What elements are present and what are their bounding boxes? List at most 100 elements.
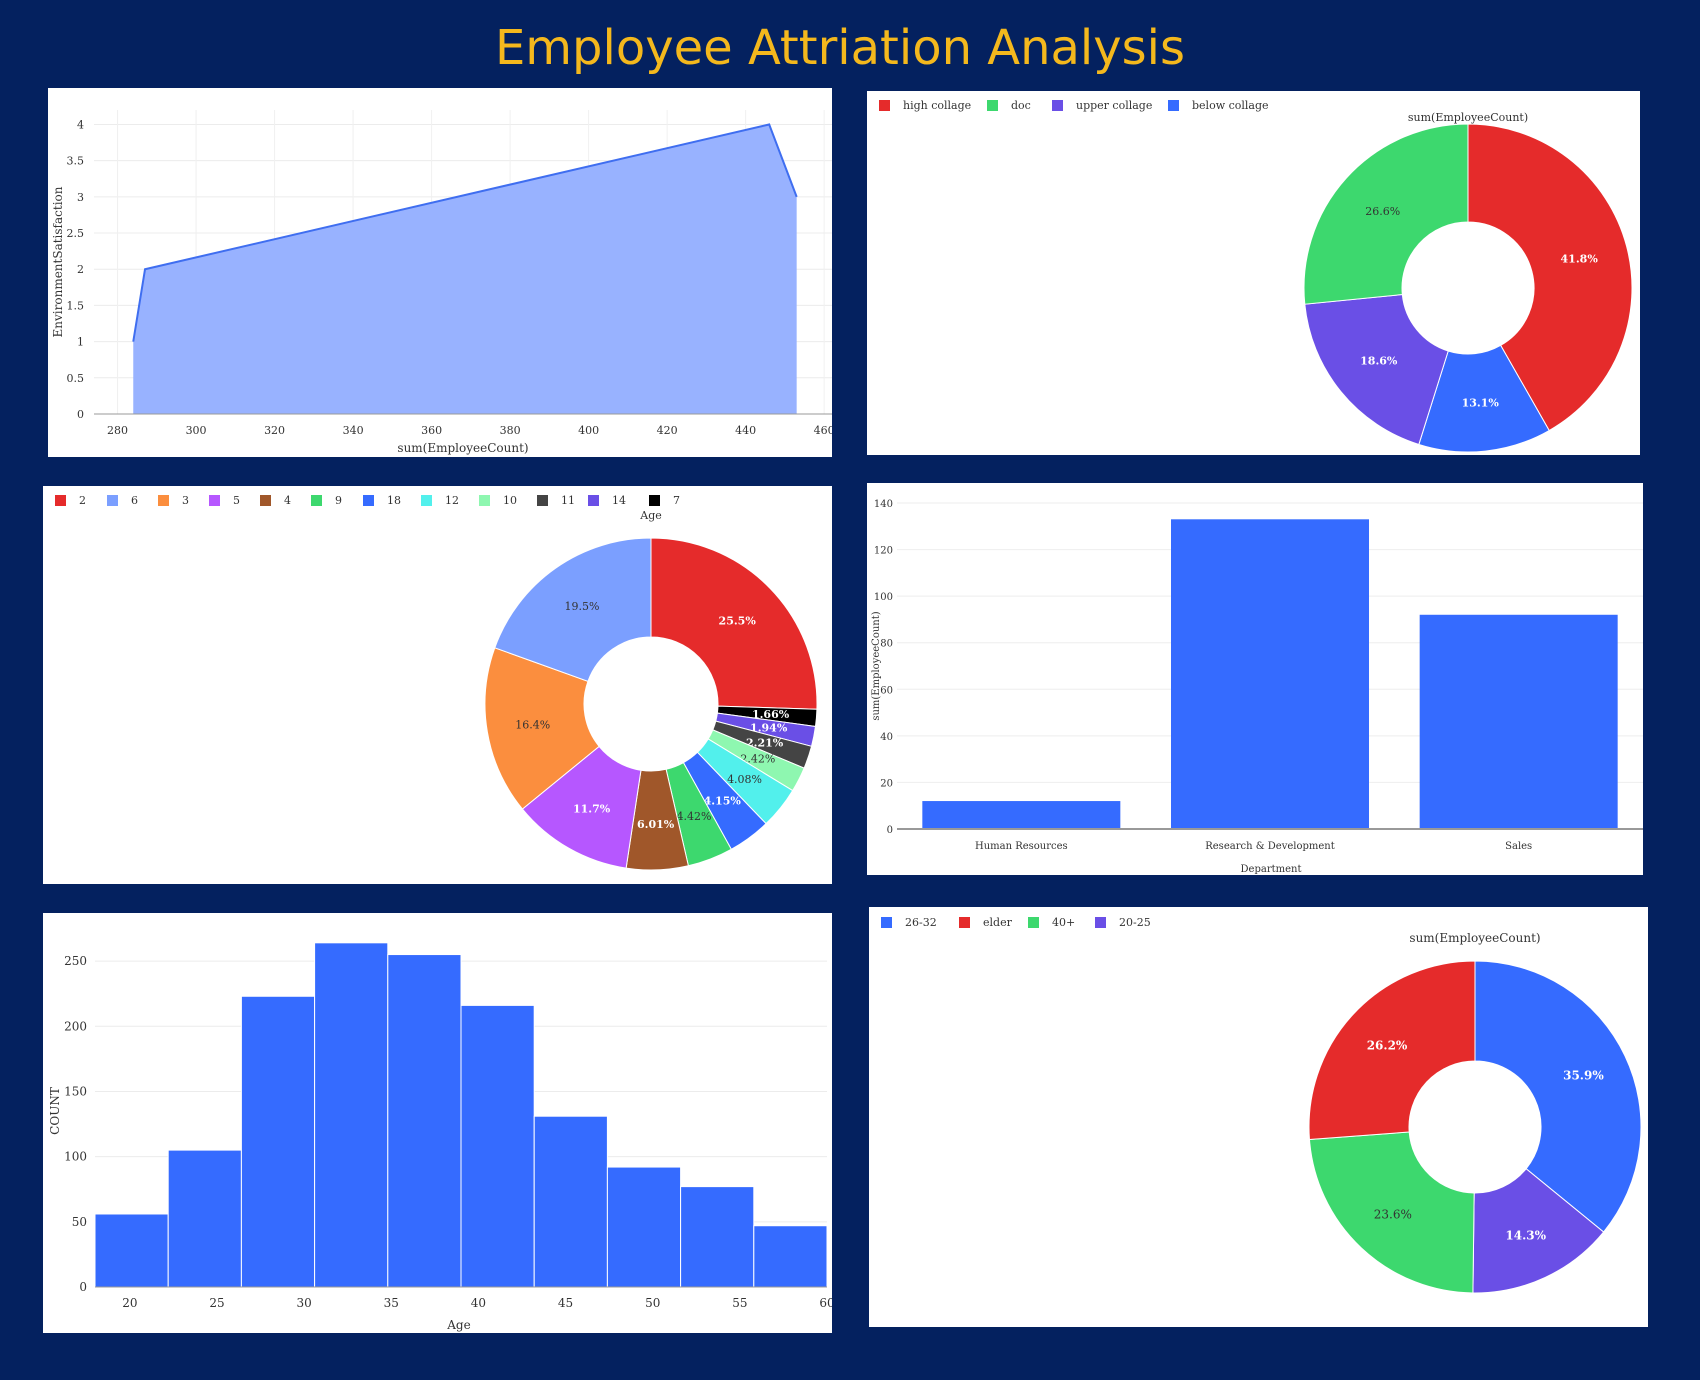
legend-swatch <box>158 495 169 506</box>
donut-title: sum(EmployeeCount) <box>1409 931 1540 945</box>
x-tick-label: 340 <box>343 424 364 437</box>
slice-label: 11.7% <box>573 802 611 815</box>
y-tick-label: 50 <box>72 1215 87 1229</box>
legend-swatch <box>363 495 374 506</box>
x-tick-label: 300 <box>186 424 207 437</box>
slice-label: 41.8% <box>1561 253 1599 266</box>
legend-swatch <box>987 100 998 111</box>
y-tick-label: 200 <box>64 1019 87 1033</box>
x-tick-label: 400 <box>578 424 599 437</box>
y-tick-label: 0.5 <box>67 372 85 385</box>
y-tick-label: 100 <box>64 1150 87 1164</box>
y-tick-label: 2 <box>77 263 84 276</box>
legend-swatch <box>959 917 970 928</box>
donut-title: Age <box>639 509 662 522</box>
legend-label: 5 <box>233 494 240 507</box>
histogram-bar <box>681 1187 754 1287</box>
legend-label: 40+ <box>1052 916 1075 929</box>
department-bar-chart: 0 20 40 60 80 100 120 140 Human Resources Researc… <box>867 483 1643 875</box>
y-axis-label: COUNT <box>48 1087 62 1135</box>
histogram-bar <box>461 1005 534 1287</box>
legend-swatch <box>1095 917 1106 928</box>
legend-label: 7 <box>673 494 680 507</box>
legend-swatch <box>311 495 322 506</box>
legend-swatch <box>107 495 118 506</box>
slice-label: 4.42% <box>676 810 711 823</box>
legend-label: doc <box>1011 99 1031 112</box>
histogram-bar <box>315 943 388 1287</box>
legend-label: 18 <box>387 494 401 507</box>
y-axis-label: sum(EmployeeCount) <box>871 611 882 720</box>
slice-label: 4.15% <box>704 795 742 808</box>
slice-label: 6.01% <box>637 818 675 831</box>
histogram-bar <box>388 955 461 1287</box>
slice-label: 26.6% <box>1365 205 1400 218</box>
legend-swatch <box>209 495 220 506</box>
y-tick-label: 40 <box>880 732 893 743</box>
y-tick-label: 0 <box>79 1280 87 1294</box>
slice-label: 19.5% <box>565 600 600 613</box>
legend-label: 20-25 <box>1119 916 1151 929</box>
x-axis-label: Department <box>1241 864 1302 875</box>
bar <box>1420 615 1618 829</box>
histogram-bar <box>607 1167 680 1287</box>
slice-label: 18.6% <box>1360 355 1398 368</box>
x-tick-label: 30 <box>297 1296 312 1310</box>
legend-label: high collage <box>903 99 971 112</box>
x-axis-label: sum(EmployeeCount) <box>397 441 528 455</box>
legend-label: 12 <box>445 494 459 507</box>
y-tick-label: 0 <box>887 825 893 836</box>
y-tick-label: 80 <box>880 639 893 650</box>
legend-label: 10 <box>503 494 517 507</box>
x-tick-label: 45 <box>558 1296 573 1310</box>
y-tick-label: 1.5 <box>67 299 85 312</box>
legend-label: 4 <box>284 494 291 507</box>
x-tick-label: Research & Development <box>1205 841 1335 852</box>
x-tick-label: Human Resources <box>975 841 1068 852</box>
legend-swatch <box>1052 100 1063 111</box>
page-title: Employee Attriation Analysis <box>0 20 1680 76</box>
slice-label: 35.9% <box>1563 1069 1604 1083</box>
legend-swatch <box>881 917 892 928</box>
y-tick-label: 250 <box>64 954 87 968</box>
legend-swatch <box>1168 100 1179 111</box>
donut-title: sum(EmployeeCount) <box>1408 111 1528 124</box>
histogram-bar <box>241 996 314 1287</box>
slice-label: 13.1% <box>1462 396 1500 409</box>
age-donut-chart: 2 6 3 5 4 9 18 12 10 11 14 7 Age 25.5% 1.66% 1.94% 2.21%… <box>43 486 832 884</box>
y-tick-label: 20 <box>880 778 893 789</box>
age-histogram-chart: 0 50 100 150 200 250 20 25 30 35 40 45 50 55 60 Age COUN… <box>43 913 832 1333</box>
y-axis-label: EnvironmentSatisfaction <box>51 186 65 337</box>
legend-swatch <box>1028 917 1039 928</box>
histogram-bar <box>95 1214 168 1287</box>
legend-swatch <box>479 495 490 506</box>
slice-label: 16.4% <box>515 718 550 731</box>
environment-satisfaction-area-chart: 0 0.5 1 1.5 2 2.5 3 3.5 4 280 300 320 340 360 380 400 42… <box>48 88 832 457</box>
y-tick-label: 4 <box>77 118 84 131</box>
legend-swatch <box>649 495 660 506</box>
y-tick-label: 150 <box>64 1084 87 1098</box>
legend-label: upper collage <box>1076 99 1152 112</box>
x-tick-label: 440 <box>735 424 756 437</box>
x-tick-label: 20 <box>122 1296 137 1310</box>
y-tick-label: 2.5 <box>67 227 85 240</box>
x-tick-label: 320 <box>264 424 285 437</box>
slice-label: 25.5% <box>719 614 757 627</box>
y-tick-label: 120 <box>874 546 893 557</box>
x-tick-label: Sales <box>1505 841 1532 852</box>
education-donut-chart: high collage doc upper collage below collag… <box>867 91 1640 455</box>
legend-swatch <box>537 495 548 506</box>
area-fill <box>133 124 796 414</box>
legend-label: 26-32 <box>905 916 937 929</box>
slice-label: 23.6% <box>1374 1207 1412 1221</box>
y-tick-label: 60 <box>880 685 893 696</box>
slice-label: 14.3% <box>1505 1229 1546 1243</box>
age-group-donut-chart: 26-32 elder 40+ 20-25 sum(EmployeeCount) 35.9… <box>869 907 1648 1327</box>
legend-label: below collage <box>1192 99 1269 112</box>
legend-swatch <box>588 495 599 506</box>
x-tick-label: 50 <box>645 1296 660 1310</box>
legend-swatch <box>421 495 432 506</box>
y-tick-label: 100 <box>874 592 893 603</box>
x-tick-label: 420 <box>657 424 678 437</box>
histogram-bar <box>754 1226 827 1287</box>
